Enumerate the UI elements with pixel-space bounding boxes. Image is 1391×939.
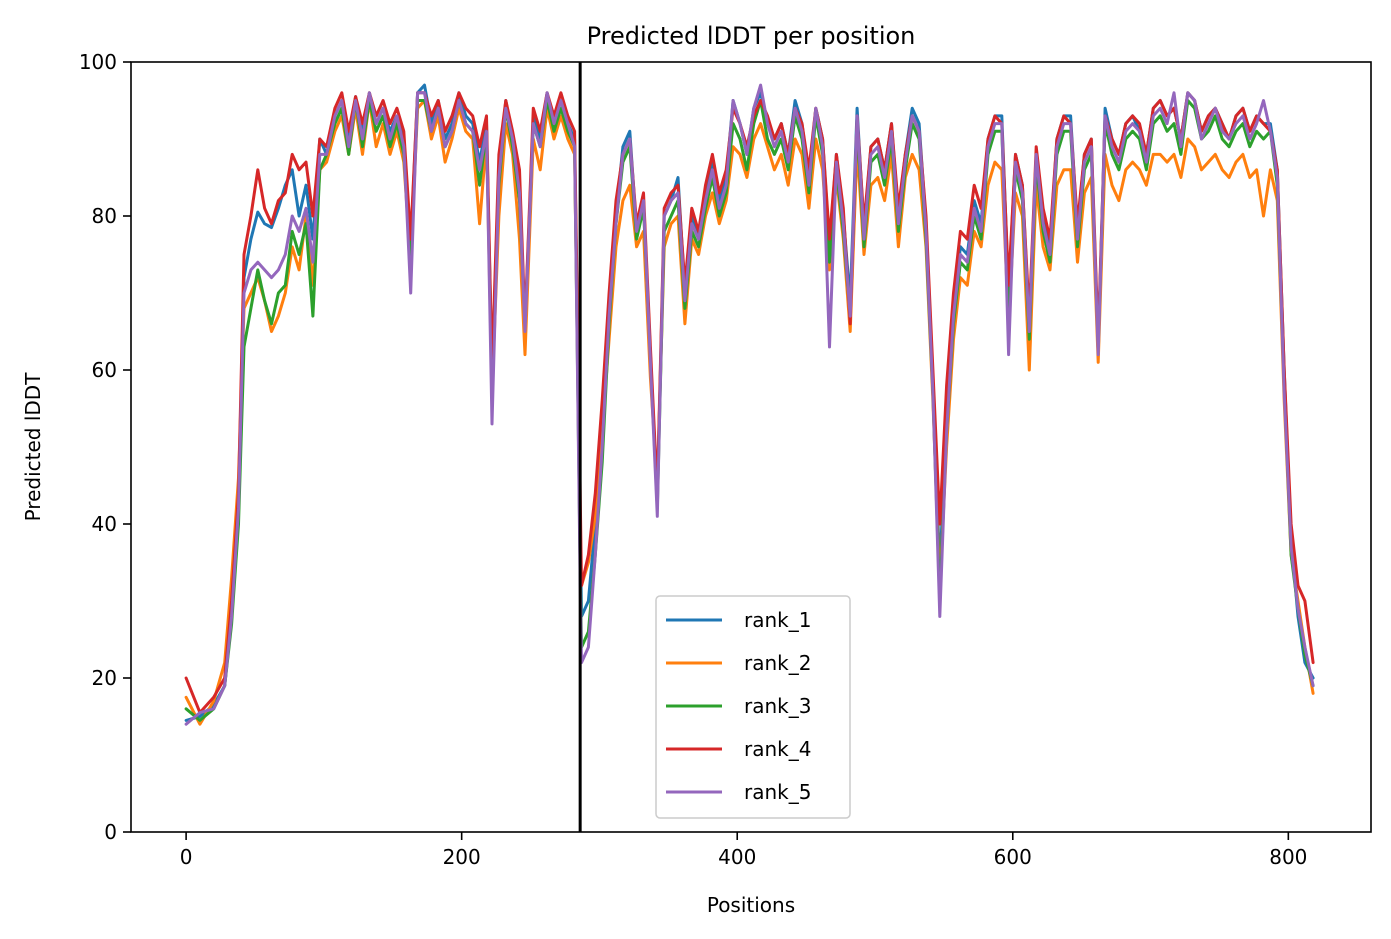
chart-title: Predicted lDDT per position <box>587 22 916 50</box>
legend-label-rank-3: rank_3 <box>744 694 811 718</box>
y-axis-ticks: 0 20 40 60 80 100 <box>79 50 131 844</box>
series-line-rank-5 <box>184 83 1315 726</box>
y-tick-label: 60 <box>92 358 117 382</box>
y-tick-label: 80 <box>92 204 117 228</box>
y-tick-label: 20 <box>92 666 117 690</box>
y-axis-label: Predicted lDDT <box>21 372 45 522</box>
x-tick-label: 600 <box>994 845 1032 869</box>
series-line-rank-3 <box>184 99 1315 722</box>
legend-label-rank-2: rank_2 <box>744 651 811 675</box>
legend: rank_1 rank_2 rank_3 rank_4 rank_5 <box>655 595 851 819</box>
series-layer <box>184 83 1315 726</box>
x-tick-label: 400 <box>718 845 756 869</box>
x-axis-ticks: 0 200 400 600 800 <box>180 832 1307 869</box>
y-tick-label: 40 <box>92 512 117 536</box>
legend-label-rank-1: rank_1 <box>744 608 811 632</box>
legend-label-rank-5: rank_5 <box>744 780 811 804</box>
plot-frame <box>130 61 1372 833</box>
plot-area <box>130 61 1372 833</box>
series-line-rank-2 <box>184 99 1315 726</box>
x-tick-label: 800 <box>1269 845 1307 869</box>
x-axis-label: Positions <box>707 893 795 917</box>
legend-label-rank-4: rank_4 <box>744 737 811 761</box>
y-tick-label: 0 <box>104 820 117 844</box>
x-tick-label: 200 <box>443 845 481 869</box>
x-tick-label: 0 <box>180 845 193 869</box>
legend-frame <box>655 595 851 819</box>
y-tick-label: 100 <box>79 50 117 74</box>
